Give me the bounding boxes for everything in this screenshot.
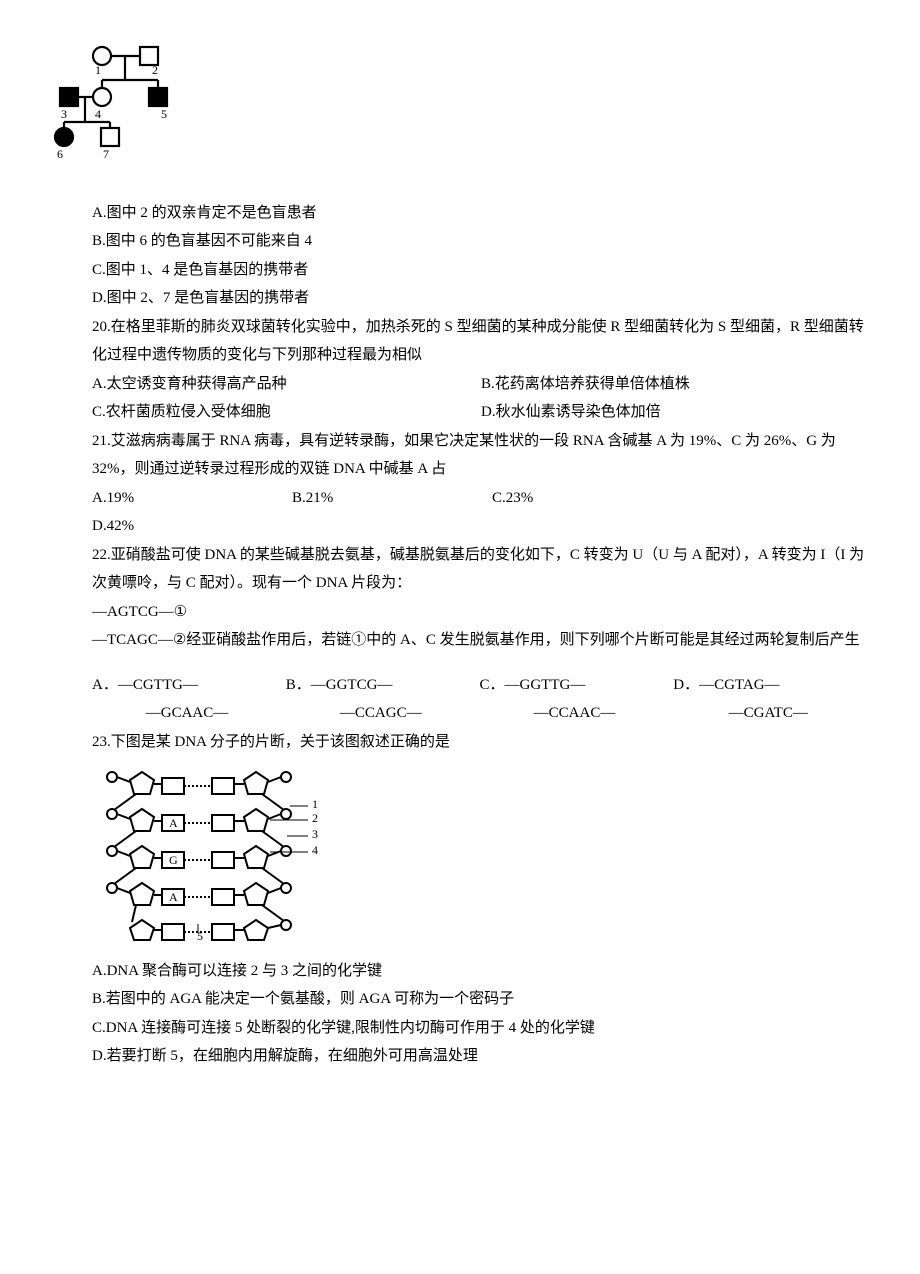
dna-figure: A G A 1 2 3 4 5 [92,762,870,953]
dna-base-a1: A [169,816,178,830]
q22-d-l2: —CGATC— [673,699,863,728]
q22-c-l1: C．—GGTTG— [480,671,670,700]
ped-label-6: 6 [57,147,63,161]
q21-option-a: A.19% [92,484,292,513]
q23-option-c: C.DNA 连接酶可连接 5 处断裂的化学键,限制性内切酶可作用于 4 处的化学… [92,1014,870,1043]
ped-label-3: 3 [61,107,67,121]
q21-option-b: B.21% [292,484,492,513]
q21-option-c: C.23% [492,484,692,513]
q22-b-l2: —CCAGC— [286,699,476,728]
pedigree-figure: 1 2 3 4 5 6 7 [30,40,870,191]
dna-label-2: 2 [312,811,318,825]
q20-option-c: C.农杆菌质粒侵入受体细胞 [92,398,481,427]
ped-label-5: 5 [161,107,167,121]
q22-c-l2: —CCAAC— [480,699,670,728]
q22-stem: 22.亚硝酸盐可使 DNA 的某些碱基脱去氨基，碱基脱氨基后的变化如下，C 转变… [92,541,870,598]
q20-option-a: A.太空诱变育种获得高产品种 [92,370,481,399]
dna-label-3: 3 [312,827,318,841]
q22-fragment-1: —AGTCG—① [92,598,870,627]
q20-option-b: B.花药离体培养获得单倍体植株 [481,370,870,399]
ped-label-1: 1 [95,63,101,77]
q22-d-l1: D．—CGTAG— [673,671,863,700]
dna-base-g: G [169,853,178,867]
ped-label-4: 4 [95,107,101,121]
dna-base-a2: A [169,890,178,904]
q22-options-row: A．—CGTTG— —GCAAC— B．—GGTCG— —CCAGC— C．—G… [92,671,870,728]
q23-option-a: A.DNA 聚合酶可以连接 2 与 3 之间的化学键 [92,957,870,986]
q19-option-c: C.图中 1、4 是色盲基因的携带者 [92,256,870,285]
q21-stem: 21.艾滋病病毒属于 RNA 病毒，具有逆转录酶，如果它决定某性状的一段 RNA… [92,427,870,484]
q21-option-d: D.42% [92,512,292,541]
q22-a-l2: —GCAAC— [92,699,282,728]
ped-label-2: 2 [152,63,158,77]
dna-label-1: 1 [312,797,318,811]
q22-fragment-2: —TCAGC—②经亚硝酸盐作用后，若链①中的 A、C 发生脱氨基作用，则下列哪个… [92,626,870,655]
q23-stem: 23.下图是某 DNA 分子的片断，关于该图叙述正确的是 [92,728,870,757]
q22-a-l1: A．—CGTTG— [92,671,282,700]
q20-option-d: D.秋水仙素诱导染色体加倍 [481,398,870,427]
q22-b-l1: B．—GGTCG— [286,671,476,700]
q19-option-b: B.图中 6 的色盲基因不可能来自 4 [92,227,870,256]
dna-label-4: 4 [312,843,318,857]
ped-label-7: 7 [103,147,109,161]
q20-stem: 20.在格里菲斯的肺炎双球菌转化实验中，加热杀死的 S 型细菌的某种成分能使 R… [92,313,870,370]
q23-option-d: D.若要打断 5，在细胞内用解旋酶，在细胞外可用高温处理 [92,1042,870,1071]
q19-option-d: D.图中 2、7 是色盲基因的携带者 [92,284,870,313]
q23-option-b: B.若图中的 AGA 能决定一个氨基酸，则 AGA 可称为一个密码子 [92,985,870,1014]
q19-option-a: A.图中 2 的双亲肯定不是色盲患者 [92,199,870,228]
